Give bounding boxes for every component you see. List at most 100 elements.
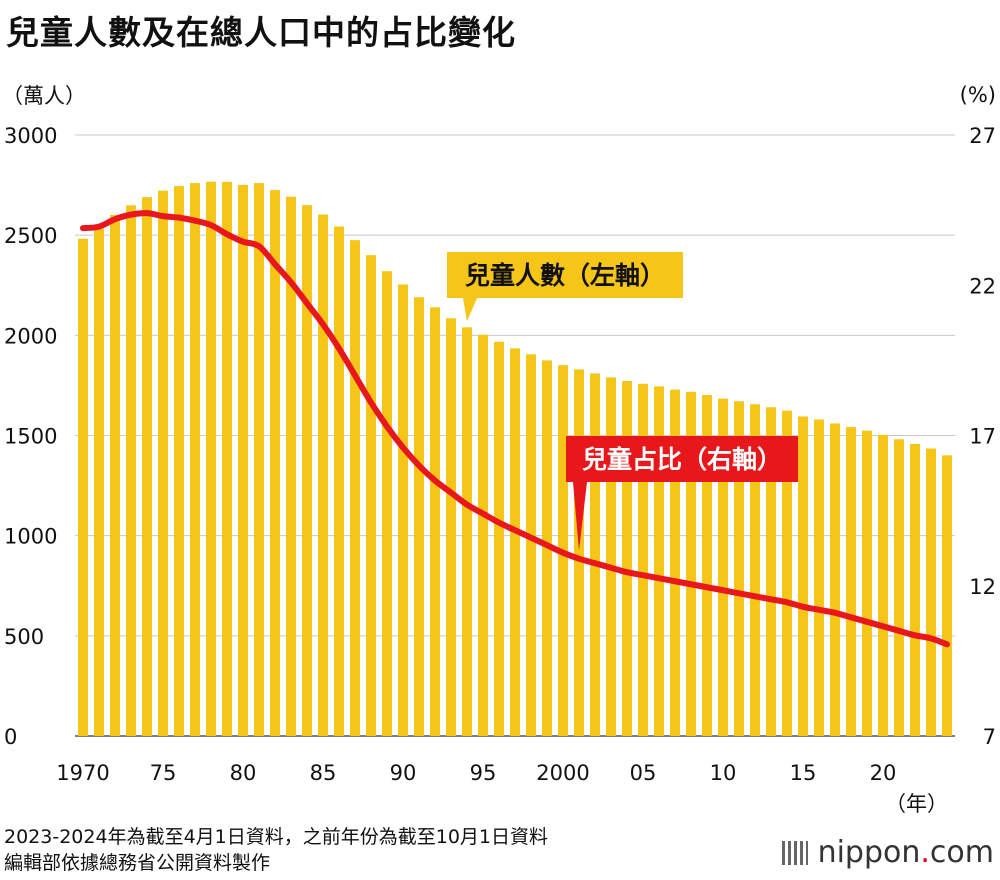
bar — [766, 407, 776, 736]
left-axis-ticks: 0 500 1000 1500 2000 2500 3000 — [4, 124, 57, 749]
bar — [574, 369, 584, 736]
left-tick-label: 2500 — [4, 224, 57, 248]
x-tick-label: 2000 — [536, 761, 589, 785]
bar — [334, 226, 344, 736]
bar — [110, 214, 120, 737]
logo-mark-icon — [781, 840, 808, 865]
bar — [462, 327, 472, 736]
bar — [782, 410, 792, 736]
bar — [478, 334, 488, 736]
x-tick-label: 95 — [470, 761, 497, 785]
bar — [238, 184, 248, 736]
bar — [126, 205, 136, 736]
x-tick-label: 85 — [310, 761, 337, 785]
footnote-source: 編輯部依據總務省公開資料製作 — [4, 852, 271, 874]
bar — [318, 214, 328, 736]
right-tick-label: 12 — [969, 575, 996, 599]
bar — [94, 228, 104, 737]
line-path — [80, 210, 950, 648]
bar — [494, 341, 504, 736]
logo-name: nippon — [817, 835, 921, 870]
bar — [430, 307, 440, 736]
bar — [222, 181, 232, 737]
bar — [654, 386, 664, 736]
bar — [606, 377, 616, 736]
left-tick-label: 1000 — [4, 525, 57, 549]
x-tick-label: 20 — [870, 761, 897, 785]
bar — [718, 398, 728, 736]
bar — [926, 448, 936, 736]
footnote-date: 2023-2024年為截至4月1日資料，之前年份為截至10月1日資料 — [4, 826, 549, 848]
bar — [878, 434, 888, 736]
line-callout-label: 兒童占比（右軸） — [582, 445, 782, 474]
bar — [254, 183, 264, 736]
bar — [894, 439, 904, 736]
bar — [158, 190, 168, 736]
line-callout-box — [566, 436, 798, 482]
x-tick-label: 75 — [150, 761, 177, 785]
bar — [78, 238, 88, 737]
bar — [734, 401, 744, 736]
bar — [174, 186, 184, 736]
right-tick-label: 17 — [969, 425, 996, 449]
bar — [750, 404, 760, 736]
bar — [350, 240, 360, 737]
bar — [382, 271, 392, 736]
bar — [686, 391, 696, 736]
bar — [638, 383, 648, 736]
line-callout-pointer — [573, 482, 587, 551]
bar-callout-box — [447, 252, 683, 298]
left-tick-label: 2000 — [4, 324, 57, 348]
left-tick-label: 0 — [4, 725, 17, 749]
left-tick-label: 3000 — [4, 124, 57, 148]
bar — [398, 284, 408, 736]
bar — [846, 427, 856, 736]
bar — [414, 297, 424, 736]
bar — [286, 196, 296, 737]
bar-callout-pointer — [463, 298, 477, 322]
bar — [142, 197, 152, 736]
bar — [590, 373, 600, 736]
bar — [270, 190, 280, 736]
annotations: 兒童人數（左軸） 兒童占比（右軸） — [447, 252, 798, 551]
bar — [910, 443, 920, 736]
x-tick-label: 10 — [710, 761, 737, 785]
bar — [446, 318, 456, 736]
x-tick-label: 15 — [790, 761, 817, 785]
bar — [526, 354, 536, 736]
chart-title: 兒童人數及在總人口中的占比變化 — [6, 13, 516, 52]
x-tick-label: 05 — [630, 761, 657, 785]
bar — [302, 205, 312, 736]
bar — [814, 419, 824, 736]
bar — [190, 183, 200, 736]
bar — [702, 395, 712, 736]
bar — [510, 348, 520, 736]
bar — [622, 381, 632, 736]
bar — [798, 416, 808, 736]
x-tick-label: 1970 — [56, 761, 109, 785]
logo-suffix: com — [929, 835, 994, 870]
line-series — [80, 210, 950, 648]
x-tick-label: 90 — [390, 761, 417, 785]
x-axis-unit: （年） — [885, 792, 948, 816]
right-tick-label: 27 — [969, 124, 996, 148]
right-tick-label: 22 — [969, 274, 996, 298]
x-axis-ticks: 1970 75 80 85 90 95 2000 05 10 15 20 — [56, 761, 896, 785]
bar — [942, 455, 952, 736]
bar — [206, 181, 216, 736]
left-tick-label: 500 — [4, 625, 44, 649]
bar — [862, 430, 872, 736]
right-tick-label: 7 — [983, 725, 996, 749]
bar — [366, 255, 376, 736]
left-axis-unit: （萬人） — [2, 84, 86, 108]
nippon-logo: nippon. com — [781, 835, 994, 870]
right-axis-unit: (%) — [959, 83, 996, 107]
logo-dot: . — [920, 835, 930, 870]
bar-callout-label: 兒童人數（左軸） — [465, 261, 665, 290]
right-axis-ticks: 7 12 17 22 27 — [969, 124, 996, 749]
left-tick-label: 1500 — [4, 425, 57, 449]
x-tick-label: 80 — [230, 761, 257, 785]
bar — [670, 389, 680, 736]
bar — [830, 423, 840, 736]
